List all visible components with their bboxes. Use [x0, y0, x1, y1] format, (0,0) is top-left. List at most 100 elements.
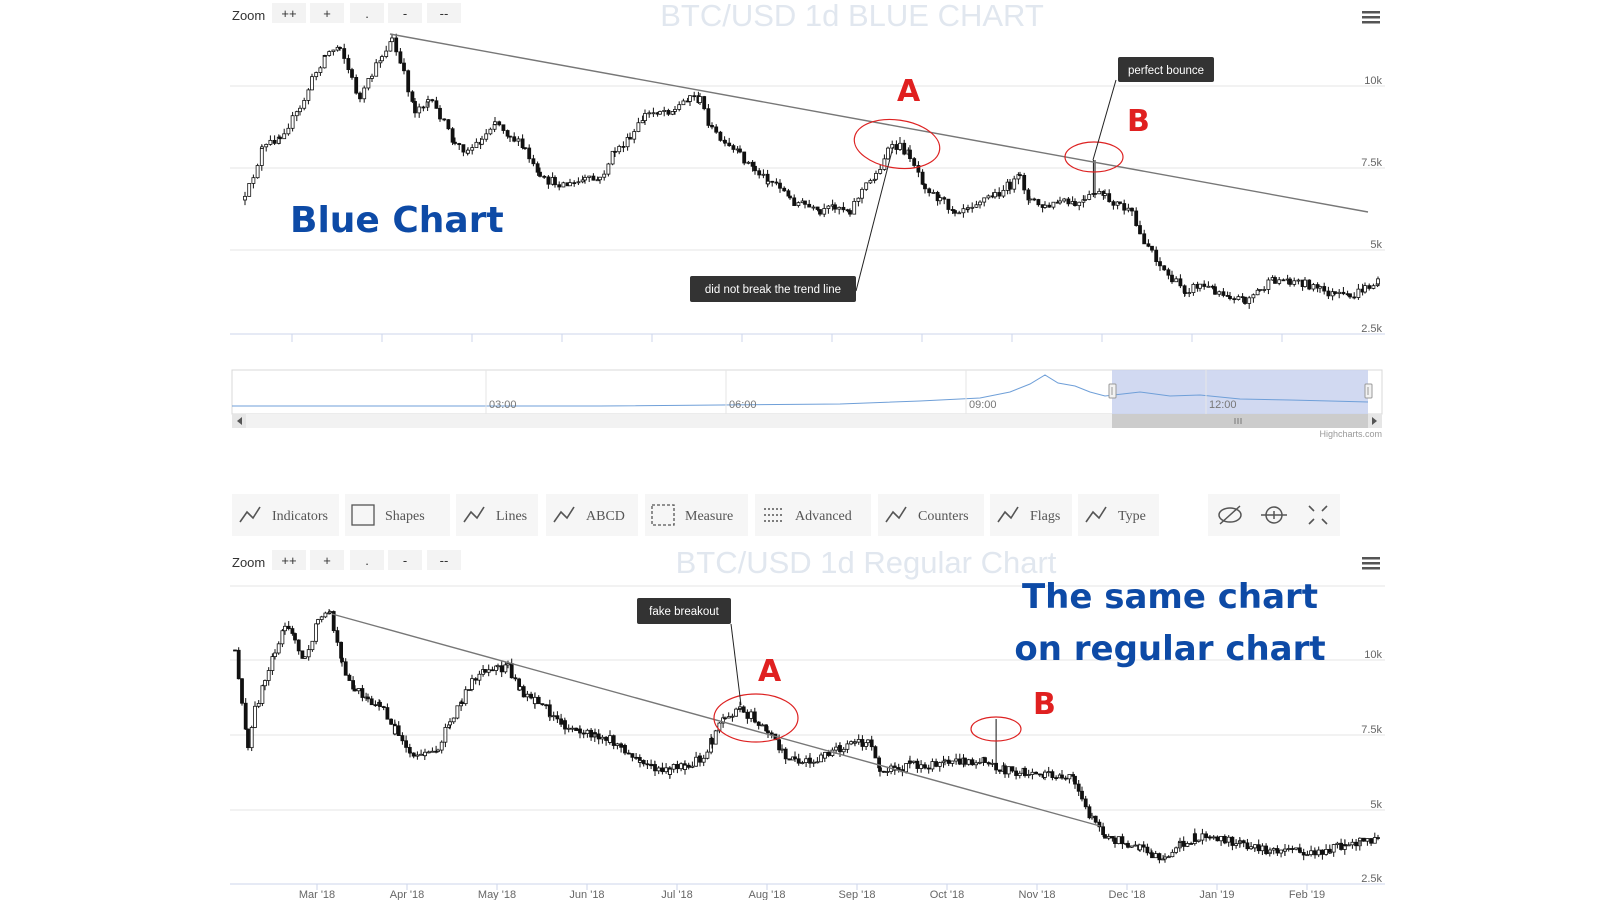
candle	[385, 707, 390, 720]
menu-icon[interactable]	[1362, 557, 1380, 570]
zoom-button[interactable]	[427, 550, 461, 570]
navigator[interactable]: 03:00 06:00 09:00 12:00	[231, 369, 1383, 415]
candle	[961, 208, 966, 214]
candle	[531, 158, 536, 165]
candle	[1348, 293, 1352, 298]
candle	[1187, 292, 1192, 295]
scrollbar[interactable]	[232, 414, 1382, 428]
candle	[1223, 841, 1227, 844]
candle	[1170, 851, 1175, 858]
navigator-tick: 09:00	[969, 399, 997, 411]
candle	[574, 727, 578, 731]
candle	[247, 183, 252, 197]
candle	[260, 685, 265, 704]
candle	[411, 752, 416, 757]
trend-line	[331, 613, 1101, 827]
toolbar-button-flags[interactable]: Flags	[990, 494, 1072, 536]
marker-b: B	[1127, 104, 1150, 139]
candle	[384, 50, 389, 57]
candle	[757, 170, 762, 176]
candle	[764, 724, 768, 732]
candle	[576, 181, 581, 184]
candle	[935, 191, 940, 202]
candle	[977, 761, 982, 764]
toolbar-button-shapes[interactable]: Shapes	[345, 494, 450, 536]
candle	[1116, 836, 1121, 844]
candle	[1266, 279, 1271, 290]
candle	[1134, 210, 1139, 226]
shapes-icon	[351, 504, 375, 526]
candle	[505, 130, 510, 137]
candle	[787, 758, 792, 761]
zoom-button[interactable]	[310, 550, 344, 570]
candle	[990, 762, 995, 765]
zoom-button[interactable]	[388, 550, 422, 570]
menu-icon[interactable]	[1362, 11, 1380, 24]
candle	[856, 739, 861, 743]
toolbar-button-measure[interactable]: Measure	[645, 494, 748, 536]
candle	[974, 762, 978, 766]
candle	[640, 120, 645, 124]
candle	[604, 736, 608, 741]
candle	[848, 210, 852, 215]
fullscreen-icon[interactable]	[1296, 494, 1340, 536]
navigator-handle-left[interactable]	[1108, 383, 1117, 399]
candle	[658, 111, 662, 115]
navigator-handle-right[interactable]	[1364, 383, 1373, 399]
candle	[1226, 836, 1231, 843]
toolbar-button-indicators[interactable]: Indicators	[232, 494, 339, 536]
candle	[1181, 840, 1186, 847]
toolbar-button-type[interactable]: Type	[1078, 494, 1159, 536]
candle	[1219, 836, 1223, 842]
candle	[1256, 844, 1261, 852]
candle	[1367, 285, 1372, 289]
candle	[490, 669, 495, 672]
candle	[815, 206, 820, 210]
candle	[319, 616, 324, 620]
candle	[300, 650, 305, 659]
zoom-button[interactable]	[427, 3, 461, 23]
zoom-button[interactable]	[388, 3, 422, 23]
candle	[1133, 844, 1138, 847]
candle	[566, 727, 571, 730]
candle	[1249, 846, 1253, 850]
toolbar-button-counters[interactable]: Counters	[878, 494, 984, 536]
toolbar-button-abcd[interactable]: ABCD	[546, 494, 638, 536]
candle	[1051, 201, 1056, 208]
candle	[1234, 843, 1238, 846]
scrollbar-thumb[interactable]	[1112, 414, 1368, 428]
candle	[559, 718, 563, 725]
blue-chart: BTC/USD 1d BLUE CHART Zoom ++ +. - -- 10k 7…	[230, 0, 1385, 342]
candle	[473, 678, 478, 681]
zoom-button[interactable]	[350, 550, 384, 570]
scrollbar-track[interactable]	[232, 414, 1382, 428]
hide-icon[interactable]	[1208, 494, 1252, 536]
navigator-selection[interactable]	[1112, 370, 1368, 414]
zoom-button[interactable]	[310, 3, 344, 23]
toolbar-button-lines[interactable]: Lines	[456, 494, 538, 536]
candle	[1043, 204, 1047, 208]
candle	[841, 206, 846, 211]
y-tick-label: 2.5k	[1361, 323, 1382, 335]
toolbar-button-advanced[interactable]: Advanced	[755, 494, 871, 536]
candle	[1018, 174, 1022, 177]
candle	[497, 121, 502, 126]
zoom-button[interactable]	[272, 3, 306, 23]
candle	[786, 190, 791, 197]
candle	[723, 717, 727, 720]
toolbar-label: Indicators	[272, 509, 328, 524]
zoom-button[interactable]	[350, 3, 384, 23]
candle	[1026, 774, 1031, 776]
candle	[1023, 767, 1027, 776]
candle	[934, 761, 938, 767]
zoom-cursor-icon[interactable]	[1252, 494, 1296, 536]
candle	[294, 111, 299, 117]
candle	[553, 177, 557, 186]
candle	[1247, 297, 1252, 304]
toolbar-label: Type	[1118, 509, 1146, 524]
zoom-button[interactable]	[272, 550, 306, 570]
candle	[457, 143, 462, 146]
candle	[1217, 291, 1222, 295]
candle	[908, 149, 912, 159]
